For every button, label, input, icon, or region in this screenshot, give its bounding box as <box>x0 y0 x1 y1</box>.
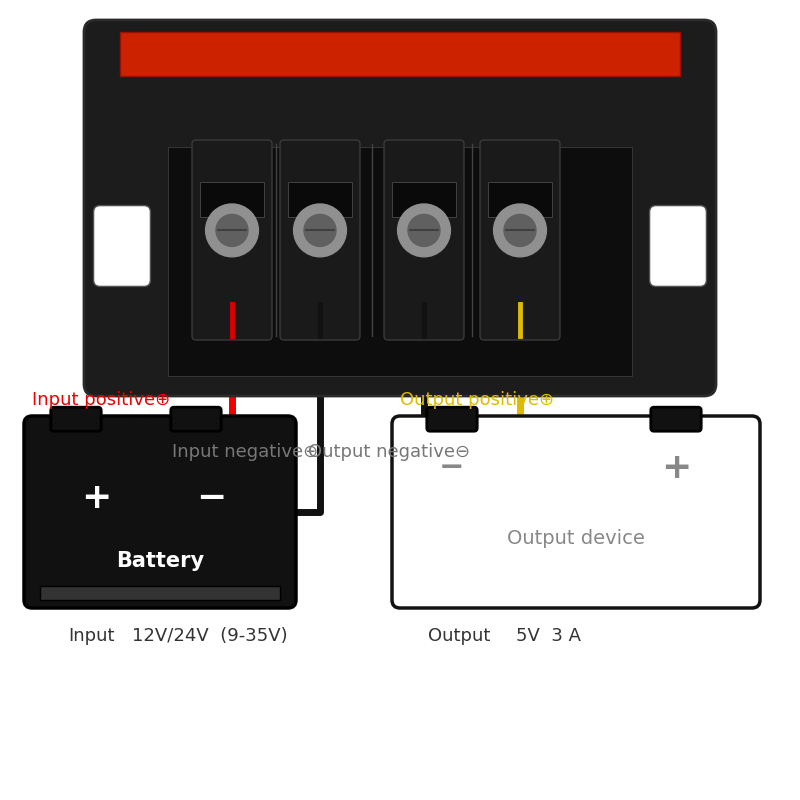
FancyBboxPatch shape <box>427 407 477 431</box>
FancyBboxPatch shape <box>384 140 464 340</box>
FancyBboxPatch shape <box>280 140 360 340</box>
Circle shape <box>206 204 258 257</box>
Text: Battery: Battery <box>116 551 204 571</box>
FancyBboxPatch shape <box>392 416 760 608</box>
Text: Output positive⊕: Output positive⊕ <box>400 391 554 409</box>
Text: +: + <box>81 481 111 515</box>
Circle shape <box>408 214 440 246</box>
FancyBboxPatch shape <box>171 407 221 431</box>
Circle shape <box>304 214 336 246</box>
Bar <box>288 182 352 217</box>
Circle shape <box>494 204 546 257</box>
Text: Output negative⊖: Output negative⊖ <box>308 443 470 461</box>
FancyBboxPatch shape <box>24 416 296 608</box>
Bar <box>200 182 264 217</box>
FancyBboxPatch shape <box>650 206 706 286</box>
Bar <box>40 586 280 600</box>
Text: Output device: Output device <box>507 529 645 548</box>
Text: Input: Input <box>68 627 114 645</box>
Text: Input positive⊕: Input positive⊕ <box>32 391 170 409</box>
FancyBboxPatch shape <box>192 140 272 340</box>
FancyBboxPatch shape <box>51 407 101 431</box>
Text: −: − <box>439 454 465 482</box>
Text: Output: Output <box>428 627 490 645</box>
FancyBboxPatch shape <box>480 140 560 340</box>
Text: 5V  3 A: 5V 3 A <box>516 627 581 645</box>
Bar <box>392 182 456 217</box>
Bar <box>488 182 552 217</box>
FancyBboxPatch shape <box>94 206 150 286</box>
Bar <box>120 32 680 76</box>
FancyBboxPatch shape <box>651 407 701 431</box>
Text: 12V/24V  (9-35V): 12V/24V (9-35V) <box>132 627 288 645</box>
Bar <box>168 147 632 376</box>
Text: −: − <box>196 481 226 515</box>
Circle shape <box>504 214 536 246</box>
Text: +: + <box>661 451 691 485</box>
FancyBboxPatch shape <box>84 20 716 396</box>
Circle shape <box>294 204 346 257</box>
Circle shape <box>216 214 248 246</box>
Text: Input negative⊖: Input negative⊖ <box>172 443 318 461</box>
Circle shape <box>398 204 450 257</box>
